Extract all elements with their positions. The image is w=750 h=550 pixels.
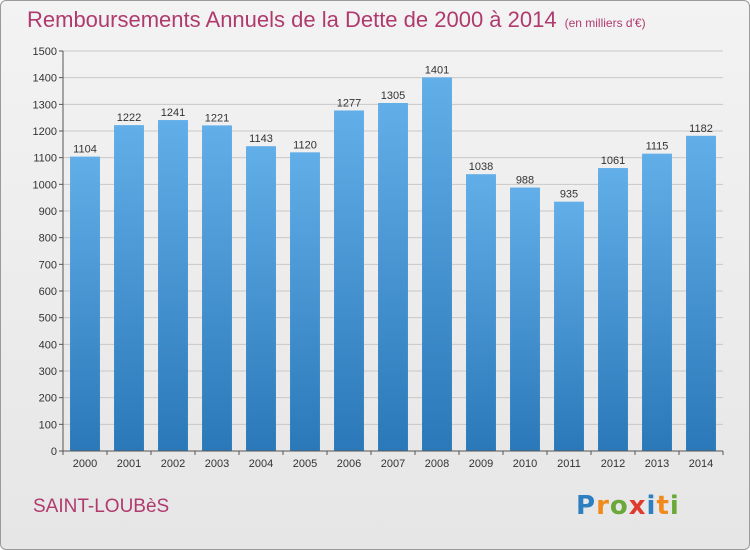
x-tick-label-2011: 2011 <box>557 458 581 470</box>
data-label-2011: 935 <box>560 189 578 201</box>
y-tick-label: 100 <box>39 419 57 431</box>
logo-letter: r <box>596 491 610 521</box>
bar-2003 <box>202 125 232 452</box>
x-tick-label-2005: 2005 <box>293 458 317 470</box>
x-tick-label-2009: 2009 <box>469 458 493 470</box>
x-tick-label-2012: 2012 <box>601 458 625 470</box>
logo-letter: t <box>656 491 670 521</box>
bar-2006 <box>334 110 364 451</box>
y-tick-label: 500 <box>39 313 57 325</box>
y-tick-label: 1100 <box>33 153 57 165</box>
bar-2014 <box>686 135 716 452</box>
data-label-2001: 1222 <box>117 112 141 124</box>
town-name: SAINT-LOUBèS <box>33 496 170 517</box>
y-tick-label: 1200 <box>33 126 57 138</box>
x-tick-label-2007: 2007 <box>381 458 405 470</box>
bar-2001 <box>114 125 144 451</box>
axes: 0 100 200 300 400 500 600 700 800 900 1000 1100 1200… <box>33 46 724 470</box>
y-tick-label: 1500 <box>33 46 57 58</box>
data-label-2010: 988 <box>516 175 534 187</box>
chart-title: Remboursements Annuels de la Dette de 20… <box>27 7 646 33</box>
data-label-2007: 1305 <box>381 90 405 102</box>
data-label-2012: 1061 <box>601 155 625 167</box>
data-label-2009: 1038 <box>469 161 493 173</box>
y-tick-label: 200 <box>39 393 57 405</box>
bar-2012 <box>598 168 628 452</box>
logo-letter: o <box>609 491 629 521</box>
bar-2007 <box>378 103 408 451</box>
proxiti-logo: Proxiti <box>576 491 680 521</box>
bar-2005 <box>290 152 320 452</box>
y-tick-label: 1000 <box>33 179 57 191</box>
bar-2000 <box>70 156 100 451</box>
data-label-2004: 1143 <box>249 133 273 145</box>
bar-2009 <box>466 174 496 451</box>
x-tick-label-2010: 2010 <box>513 458 537 470</box>
y-tick-label: 400 <box>39 339 57 351</box>
logo-letter: x <box>628 491 647 521</box>
y-tick-label: 0 <box>51 446 57 458</box>
data-label-2005: 1120 <box>293 139 317 151</box>
y-tick-label: 1300 <box>33 99 57 111</box>
logo-letter: P <box>576 491 597 521</box>
x-tick-label-2000: 2000 <box>73 458 97 470</box>
data-labels: 1104 1222 1241 1221 1143 1120 1277 1305 1401 1038… <box>73 64 713 200</box>
logo-letter: i <box>646 491 657 521</box>
x-tick-label-2003: 2003 <box>205 458 229 470</box>
x-tick-label-2004: 2004 <box>249 458 273 470</box>
y-tick-label: 700 <box>39 259 57 271</box>
bar-2011 <box>554 201 584 451</box>
x-tick-label-2014: 2014 <box>689 458 713 470</box>
chart-title-text: Remboursements Annuels de la Dette de 20… <box>27 7 557 32</box>
y-tick-label: 900 <box>39 206 57 218</box>
data-label-2008: 1401 <box>425 64 449 76</box>
y-tick-label: 800 <box>39 233 57 245</box>
chart-subtitle: (en milliers d'€) <box>564 16 646 30</box>
x-tick-label-2001: 2001 <box>117 458 141 470</box>
bar-2010 <box>510 187 540 452</box>
bar-2004 <box>246 146 276 451</box>
x-tick-label-2002: 2002 <box>161 458 185 470</box>
bar-2008 <box>422 77 452 452</box>
bars <box>70 77 716 452</box>
y-tick-label: 300 <box>39 366 57 378</box>
data-label-2002: 1241 <box>161 107 185 119</box>
x-tick-label-2013: 2013 <box>645 458 669 470</box>
x-tick-label-2008: 2008 <box>425 458 449 470</box>
y-tick-label: 600 <box>39 286 57 298</box>
y-tick-label: 1400 <box>33 73 57 85</box>
data-label-2000: 1104 <box>73 144 97 156</box>
data-label-2013: 1115 <box>646 141 669 153</box>
bar-2013 <box>642 153 672 451</box>
logo-letter: i <box>669 491 680 521</box>
x-tick-label-2006: 2006 <box>337 458 361 470</box>
data-label-2003: 1221 <box>205 112 229 124</box>
data-label-2014: 1182 <box>689 123 713 135</box>
bar-2002 <box>158 120 188 452</box>
data-label-2006: 1277 <box>337 97 361 109</box>
